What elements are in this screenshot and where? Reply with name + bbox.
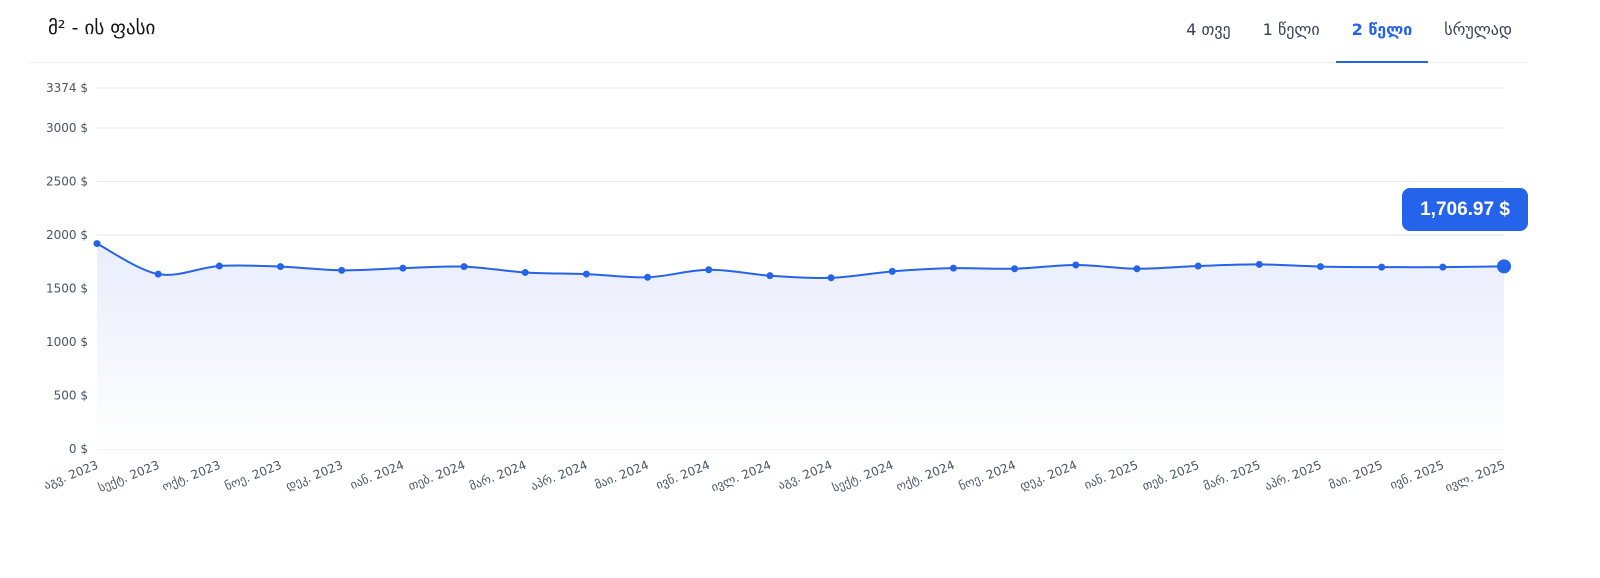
data-point[interactable] — [93, 240, 101, 248]
data-points — [93, 240, 1511, 282]
x-tick-label: ოქტ. 2023 — [160, 458, 222, 494]
tab-2-years[interactable]: 2 წელი — [1335, 0, 1429, 63]
x-tick-label: ივნ. 2025 — [1388, 458, 1446, 492]
data-point[interactable] — [644, 273, 652, 281]
x-tick-label: აპრ. 2024 — [529, 458, 590, 493]
tab-1-year[interactable]: 1 წელი — [1262, 20, 1320, 39]
data-point[interactable] — [888, 267, 896, 275]
area-fill — [97, 243, 1504, 449]
x-tick-label: იან. 2024 — [348, 458, 406, 492]
x-tick-label: მარ. 2024 — [467, 458, 528, 493]
x-tick-label: აპრ. 2025 — [1263, 458, 1324, 493]
data-point[interactable] — [705, 266, 713, 274]
data-point[interactable] — [949, 264, 957, 272]
x-tick-label: ოქტ. 2024 — [894, 458, 956, 494]
data-point[interactable] — [1378, 263, 1386, 271]
data-point[interactable] — [1439, 263, 1447, 271]
data-point[interactable] — [154, 270, 162, 278]
data-point[interactable] — [460, 263, 468, 271]
y-tick-label: 2500 $ — [46, 175, 88, 189]
data-point[interactable] — [582, 270, 590, 278]
data-point-highlighted[interactable] — [1497, 259, 1511, 274]
x-tick-label: თებ. 2024 — [406, 458, 467, 493]
x-tick-label: მარ. 2025 — [1201, 458, 1262, 493]
y-tick-label: 1500 $ — [46, 282, 88, 296]
tab-4-months[interactable]: 4 თვე — [1186, 20, 1231, 39]
data-point[interactable] — [1133, 265, 1141, 273]
x-tick-label: ნოე. 2023 — [223, 458, 284, 493]
x-tick-label: მაი. 2025 — [1327, 458, 1385, 492]
data-point[interactable] — [521, 268, 529, 276]
x-tick-label: სექტ. 2023 — [96, 458, 161, 495]
x-tick-label: დეკ. 2023 — [284, 458, 345, 494]
x-tick-label: სექტ. 2024 — [830, 458, 895, 495]
data-point[interactable] — [1255, 260, 1263, 268]
y-tick-label: 2000 $ — [46, 228, 88, 242]
x-tick-label: ნოე. 2024 — [957, 458, 1018, 493]
x-tick-label: აგვ. 2024 — [776, 458, 834, 492]
x-tick-label: ივნ. 2024 — [654, 458, 712, 492]
data-point[interactable] — [827, 274, 835, 282]
y-tick-label: 500 $ — [54, 389, 88, 403]
chart-header: მ² - ის ფასი 4 თვე 1 წელი 2 წელი სრულად — [28, 0, 1528, 63]
page-title: მ² - ის ფასი — [48, 17, 156, 39]
data-point[interactable] — [766, 272, 774, 280]
period-tabs: 4 თვე 1 წელი 2 წელი სრულად — [1170, 0, 1528, 63]
x-tick-label: ივლ. 2024 — [709, 458, 773, 495]
x-tick-label: თებ. 2025 — [1140, 458, 1201, 493]
data-point[interactable] — [1011, 265, 1019, 273]
data-point[interactable] — [277, 263, 285, 271]
data-point[interactable] — [399, 264, 407, 272]
x-tick-label: დეკ. 2024 — [1018, 458, 1079, 494]
y-tick-label: 1000 $ — [46, 335, 88, 349]
value-tooltip: 1,706.97 $ — [1402, 188, 1528, 231]
data-point[interactable] — [1194, 262, 1202, 270]
y-tick-label: 3000 $ — [46, 121, 88, 135]
y-axis-labels: 0 $ 500 $ 1000 $ 1500 $ 2000 $ 2500 $ 3000 $ 33… — [46, 81, 88, 456]
x-tick-label: ივლ. 2025 — [1443, 458, 1507, 495]
x-tick-label: აგვ. 2023 — [42, 458, 100, 492]
x-tick-label: მაი. 2024 — [593, 458, 651, 492]
data-point[interactable] — [1316, 263, 1324, 271]
x-tick-label: იან. 2025 — [1082, 458, 1140, 492]
y-tick-label: 0 $ — [69, 442, 88, 456]
tab-all[interactable]: სრულად — [1444, 20, 1512, 39]
data-point[interactable] — [215, 262, 223, 270]
data-point[interactable] — [1072, 261, 1080, 269]
y-tick-label: 3374 $ — [46, 81, 88, 95]
data-point[interactable] — [338, 266, 346, 274]
